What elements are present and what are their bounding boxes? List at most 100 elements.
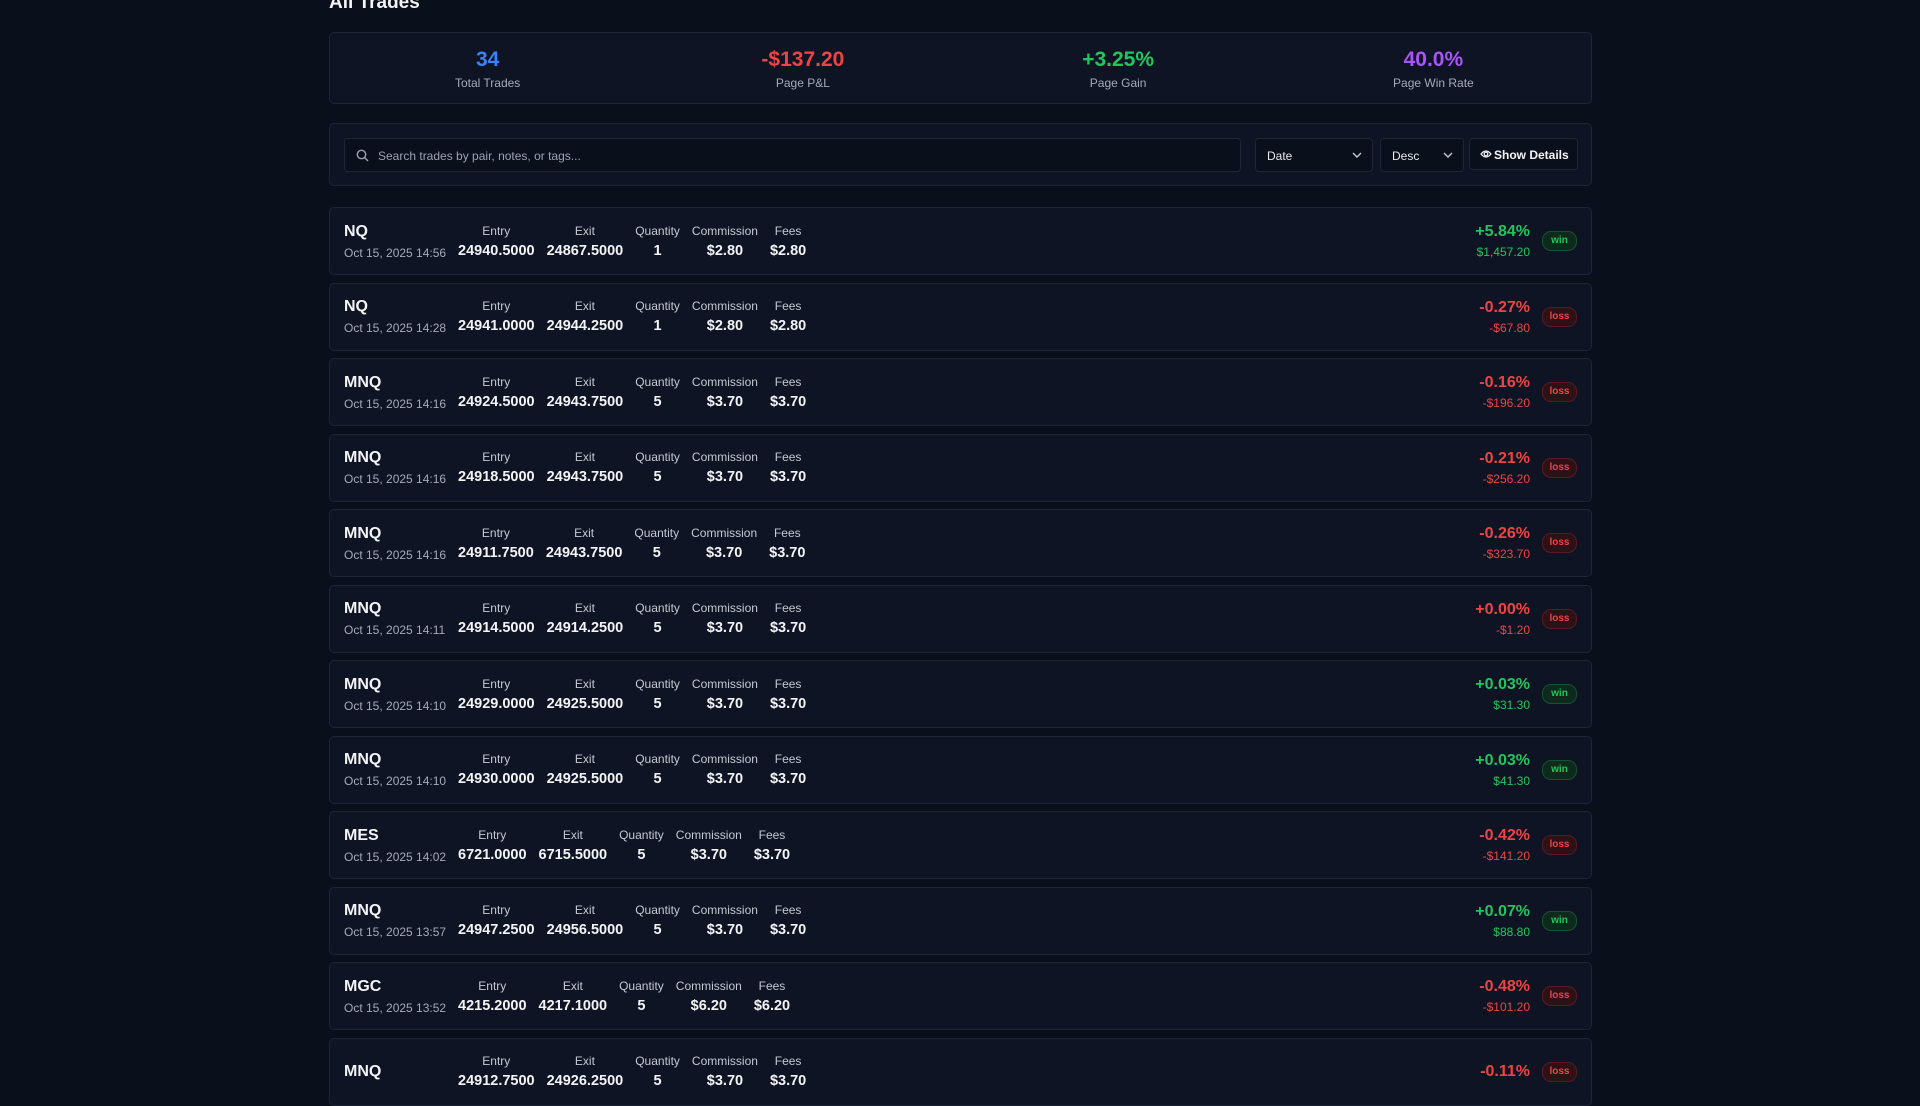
field-label: Fees bbox=[774, 601, 802, 615]
field-label: Exit bbox=[574, 903, 595, 917]
field-label: Entry bbox=[482, 374, 511, 389]
pct: -0.48% bbox=[1479, 978, 1530, 995]
pct: +0.00% bbox=[1475, 600, 1530, 618]
trade-row[interactable]: MNQ Entry 24912.7500 Exit 24926.2500 Quantity… bbox=[329, 1037, 1592, 1106]
field-label: Commission bbox=[691, 374, 758, 389]
trade-field: Entry 24929.0000 bbox=[458, 677, 535, 712]
sort-order-select[interactable]: Desc bbox=[1380, 138, 1464, 172]
field-label: Commission bbox=[691, 903, 758, 917]
result-badge: loss bbox=[1542, 835, 1577, 855]
result-badge: loss bbox=[1542, 382, 1577, 402]
trade-row[interactable]: MNQ Oct 15, 2025 14:16 Entry 24924.5000 Exit… bbox=[329, 358, 1592, 426]
field-label: Exit bbox=[574, 676, 595, 691]
field-label: Fees bbox=[773, 525, 801, 540]
field-label: Commission bbox=[691, 525, 758, 540]
trade-row[interactable]: NQ Oct 15, 2025 14:28 Entry 24941.0000 Exit 2… bbox=[329, 282, 1592, 351]
field-label: Quantity bbox=[635, 903, 680, 917]
field-value: $3.70 bbox=[706, 771, 744, 787]
stat-value: +3.25% bbox=[1082, 48, 1155, 71]
trade-row[interactable]: MNQ Oct 15, 2025 13:57 Entry 24947.2500 Exit… bbox=[329, 886, 1592, 955]
trade-id: MNQ Oct 15, 2025 14:16 bbox=[330, 374, 458, 411]
trade-date: Oct 15, 2025 14:10 bbox=[344, 774, 447, 788]
trade-id: NQ Oct 15, 2025 14:56 bbox=[330, 223, 458, 260]
field-value: $2.80 bbox=[706, 318, 744, 334]
trade-field: Commission $2.80 bbox=[692, 299, 758, 334]
field-value: $3.70 bbox=[769, 620, 807, 636]
field-label: Commission bbox=[691, 299, 758, 313]
field-value: 24929.0000 bbox=[458, 695, 535, 712]
field-label: Exit bbox=[574, 525, 595, 540]
field-value: 5 bbox=[653, 469, 662, 485]
trade-result: -0.27% -$67.80 bbox=[1479, 299, 1530, 335]
trade-row[interactable]: MNQ Oct 15, 2025 14:10 Entry 24930.0000 Exit… bbox=[329, 735, 1592, 804]
trade-field: Exit 24867.5000 bbox=[547, 224, 624, 259]
field-label: Entry bbox=[482, 752, 511, 766]
field-value: $2.80 bbox=[706, 242, 744, 259]
trade-row[interactable]: MNQ Oct 15, 2025 14:16 Entry 24918.5000 Exit… bbox=[329, 433, 1592, 502]
trade-field: Fees $2.80 bbox=[770, 224, 806, 259]
field-value: 6721.0000 bbox=[458, 846, 527, 863]
trade-row[interactable]: MGC Oct 15, 2025 13:52 Entry 4215.2000 Exit 4… bbox=[329, 962, 1592, 1030]
trade-date: Oct 15, 2025 14:02 bbox=[344, 849, 447, 864]
trade-field: Quantity 5 bbox=[635, 1054, 680, 1089]
field-value: $3.70 bbox=[769, 1073, 807, 1089]
field-value: 24941.0000 bbox=[458, 318, 535, 334]
trade-field: Quantity 5 bbox=[619, 828, 664, 863]
field-label: Commission bbox=[691, 223, 758, 238]
field-value: 24944.2500 bbox=[546, 318, 624, 334]
trade-field: Entry 24941.0000 bbox=[458, 299, 535, 334]
trade-date: Oct 15, 2025 13:57 bbox=[344, 925, 447, 939]
field-value: 24912.7500 bbox=[458, 1073, 535, 1089]
field-label: Exit bbox=[574, 450, 595, 464]
show-details-button[interactable]: Show Details bbox=[1469, 138, 1578, 170]
sort-field-select[interactable]: Date bbox=[1255, 138, 1373, 172]
field-value: 5 bbox=[652, 544, 661, 561]
field-label: Fees bbox=[774, 374, 802, 389]
trade-result: +0.07% $88.80 bbox=[1475, 903, 1530, 939]
trade-field: Quantity 5 bbox=[619, 979, 664, 1014]
field-label: Commission bbox=[675, 827, 742, 842]
stat: -$137.20 Page P&L bbox=[645, 33, 960, 103]
search-input[interactable]: Search trades by pair, notes, or tags... bbox=[344, 138, 1241, 172]
pct: -0.11% bbox=[1480, 1062, 1530, 1080]
pnl: -$256.20 bbox=[1482, 471, 1530, 486]
trade-field: Commission $3.70 bbox=[692, 752, 758, 787]
result-badge: loss bbox=[1542, 1061, 1577, 1082]
trade-row[interactable]: MNQ Oct 15, 2025 14:11 Entry 24914.5000 Exit… bbox=[329, 584, 1592, 653]
trade-row[interactable]: NQ Oct 15, 2025 14:56 Entry 24940.5000 Exit 2… bbox=[329, 207, 1592, 275]
field-value: 6715.5000 bbox=[538, 846, 608, 863]
field-value: 1 bbox=[653, 242, 662, 259]
field-label: Entry bbox=[478, 827, 507, 842]
field-value: $3.70 bbox=[706, 469, 744, 485]
field-value: 24943.7500 bbox=[546, 469, 624, 485]
field-label: Exit bbox=[574, 1054, 595, 1068]
trade-result: -0.21% -$256.20 bbox=[1479, 450, 1530, 486]
trade-field: Exit 24956.5000 bbox=[547, 903, 624, 938]
field-value: $3.70 bbox=[769, 469, 807, 485]
trade-result: +0.03% $31.30 bbox=[1475, 676, 1530, 712]
pct: -0.21% bbox=[1479, 449, 1530, 467]
pnl: $41.30 bbox=[1493, 773, 1530, 788]
field-value: $3.70 bbox=[769, 695, 807, 712]
field-label: Commission bbox=[691, 1054, 758, 1068]
field-value: $3.70 bbox=[706, 922, 744, 938]
trade-row[interactable]: MNQ Oct 15, 2025 14:10 Entry 24929.0000 Exit… bbox=[329, 660, 1592, 728]
trade-field: Quantity 5 bbox=[635, 903, 680, 938]
pct: -0.27% bbox=[1479, 298, 1530, 316]
trade-row[interactable]: MNQ Oct 15, 2025 14:16 Entry 24911.7500 Exit… bbox=[329, 509, 1592, 577]
field-value: $3.70 bbox=[706, 1073, 744, 1089]
field-label: Fees bbox=[758, 827, 786, 842]
field-value: 5 bbox=[653, 393, 662, 410]
trade-field: Exit 4217.1000 bbox=[539, 979, 608, 1014]
trade-field: Fees $3.70 bbox=[770, 903, 806, 938]
field-value: $3.70 bbox=[706, 620, 744, 636]
field-value: 24925.5000 bbox=[546, 771, 624, 787]
field-value: $3.70 bbox=[705, 544, 743, 561]
result-badge: loss bbox=[1542, 608, 1577, 629]
stat-label: Page P&L bbox=[775, 76, 830, 90]
pnl: $88.80 bbox=[1493, 924, 1530, 939]
symbol: MGC bbox=[344, 977, 382, 995]
pnl: -$323.70 bbox=[1482, 547, 1530, 561]
field-value: 24947.2500 bbox=[458, 922, 535, 938]
trade-row[interactable]: MES Oct 15, 2025 14:02 Entry 6721.0000 Exit 6… bbox=[329, 811, 1592, 879]
